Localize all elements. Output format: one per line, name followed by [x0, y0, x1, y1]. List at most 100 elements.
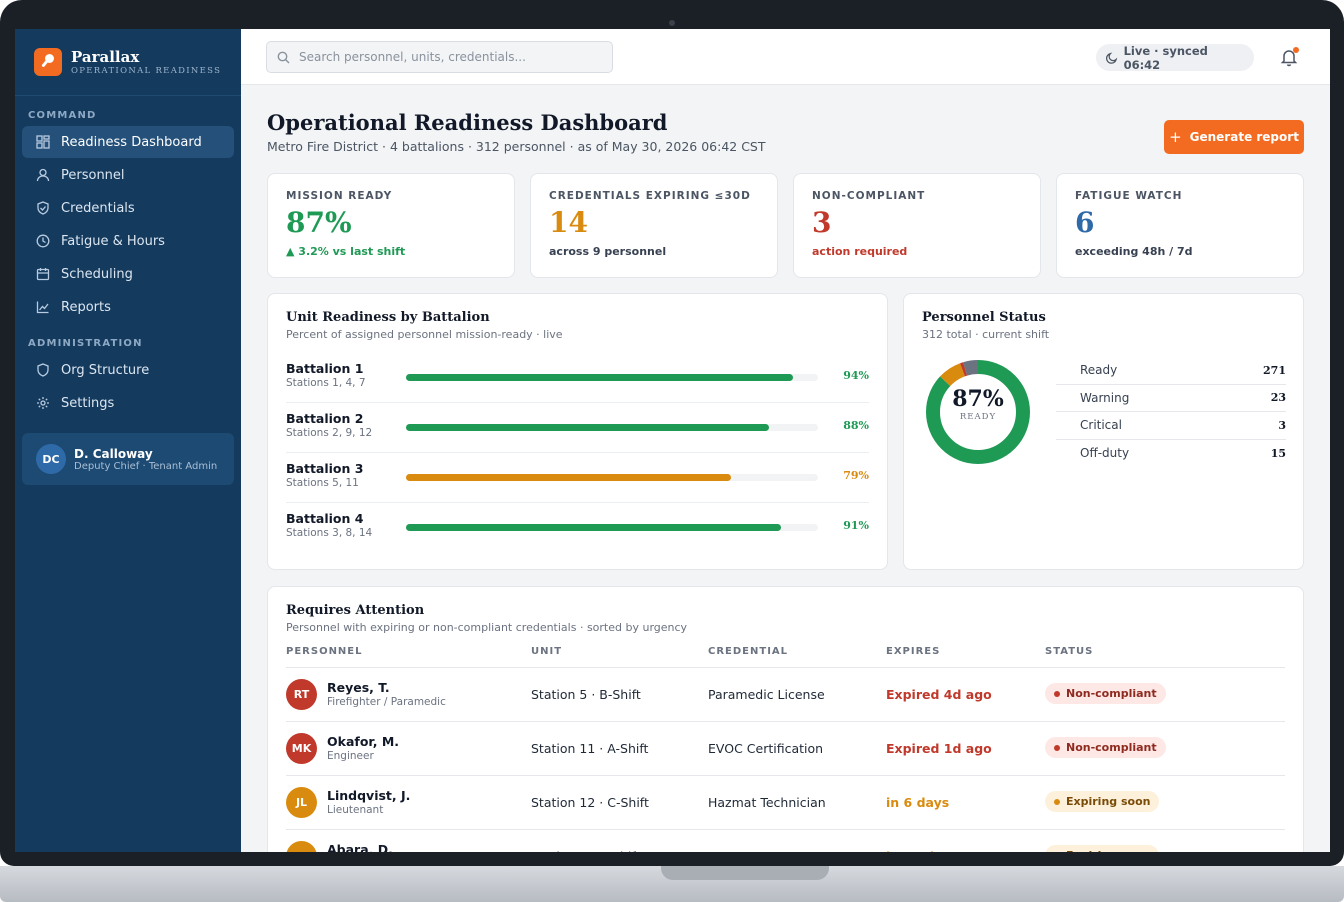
sidebar-item-org-structure[interactable]: Org Structure [22, 354, 234, 386]
readiness-bar-fill [406, 524, 781, 531]
kpi-mission-ready[interactable]: MISSION READY 87% ▲ 3.2% vs last shift [267, 173, 515, 278]
legend-count: 15 [1270, 446, 1286, 460]
legend-row-ready[interactable]: Ready 271 [1056, 357, 1286, 385]
sidebar-item-personnel[interactable]: Personnel [22, 159, 234, 191]
kpi-fatigue-watch[interactable]: FATIGUE WATCH 6 exceeding 48h / 7d [1056, 173, 1304, 278]
sidebar-item-label: Settings [61, 395, 115, 411]
donut-segment-off-duty[interactable] [926, 360, 1030, 464]
search-input[interactable] [299, 50, 599, 64]
bell-icon[interactable] [1279, 47, 1299, 67]
sidebar-item-label: Credentials [61, 200, 135, 216]
kpi-footnote: ▲ 3.2% vs last shift [286, 245, 406, 258]
generate-report-button[interactable]: + Generate report [1164, 120, 1304, 154]
sidebar-item-readiness-dashboard[interactable]: Readiness Dashboard [22, 126, 234, 158]
battalion-row[interactable]: Battalion 2 Stations 2, 9, 12 88% [286, 403, 869, 453]
legend-row-warning[interactable]: Warning 23 [1056, 385, 1286, 412]
status-legend: Ready 271 Warning 23 Critical 3 Off-duty… [1056, 357, 1286, 467]
sidebar-item-reports[interactable]: Reports [22, 291, 234, 323]
personnel-role: Engineer [327, 750, 374, 762]
legend-label: Critical [1080, 418, 1122, 433]
personnel-role: Firefighter / Paramedic [327, 696, 446, 708]
sidebar-item-credentials[interactable]: Credentials [22, 192, 234, 224]
table-row[interactable]: JL Lindqvist, J. Lieutenant Station 12 · C-… [286, 776, 1285, 830]
personnel-name[interactable]: Lindqvist, J. [327, 788, 411, 803]
search-box[interactable] [266, 41, 613, 73]
shield-icon [37, 363, 49, 377]
credential-cell: EVOC Certification [708, 741, 824, 756]
requires-attention-subtitle: Personnel with expiring or non-compliant… [286, 621, 688, 634]
unit-cell: Station 8 · A-Shift [531, 849, 641, 852]
gear-icon [37, 397, 49, 409]
legend-label: Warning [1080, 390, 1130, 405]
requires-attention-title: Requires Attention [286, 603, 425, 618]
sidebar-item-label: Personnel [61, 167, 125, 183]
table-row[interactable]: DAAbara, D.FirefighterStation 8 · A-Shif… [286, 830, 1285, 852]
legend-count: 23 [1270, 391, 1286, 405]
readiness-bar-track [406, 424, 818, 431]
battalion-name: Battalion 1 [286, 361, 364, 376]
shield-check-icon [37, 201, 49, 215]
legend-label: Ready [1080, 363, 1118, 378]
page-subtitle: Metro Fire District · 4 battalions · 312… [267, 139, 766, 154]
brand[interactable]: Parallax OPERATIONAL READINESS [15, 29, 241, 96]
battalion-row[interactable]: Battalion 4 Stations 3, 8, 14 91% [286, 503, 869, 553]
kpi-label: FATIGUE WATCH [1075, 190, 1183, 202]
battalion-name: Battalion 4 [286, 511, 364, 526]
kpi-credentials-expiring[interactable]: CREDENTIALS EXPIRING ≤30D 14 across 9 pe… [530, 173, 778, 278]
readiness-bar-fill [406, 474, 732, 481]
legend-row-critical[interactable]: Critical 3 [1056, 412, 1286, 440]
credential-cell: Paramedic License [708, 687, 825, 702]
table-row[interactable]: RT Reyes, T. Firefighter / Paramedic Statio… [286, 668, 1285, 722]
topbar: Live · synced 06:42 [241, 29, 1330, 85]
column-header-credential[interactable]: CREDENTIAL [708, 646, 789, 657]
table-row[interactable]: MK Okafor, M. Engineer Station 11 · A-Shift… [286, 722, 1285, 776]
kpi-footnote: exceeding 48h / 7d [1075, 245, 1193, 258]
personnel-role: Lieutenant [327, 804, 384, 816]
sidebar-item-scheduling[interactable]: Scheduling [22, 258, 234, 290]
column-header-status[interactable]: STATUS [1045, 646, 1094, 657]
nav-section-command: COMMAND [28, 110, 97, 121]
expires-cell: Expired 1d ago [886, 741, 992, 756]
live-sync-status[interactable]: Live · synced 06:42 [1096, 43, 1254, 72]
personnel-name[interactable]: Okafor, M. [327, 734, 400, 749]
readiness-percent: 91% [843, 519, 869, 532]
column-header-personnel[interactable]: PERSONNEL [286, 646, 363, 657]
user-icon [36, 168, 50, 182]
kpi-value: 87% [286, 206, 352, 239]
sidebar-item-settings[interactable]: Settings [22, 387, 234, 419]
unit-readiness-panel: Unit Readiness by Battalion Percent of a… [267, 293, 888, 570]
sidebar-item-label: Scheduling [61, 266, 133, 282]
readiness-bar-track [406, 374, 818, 381]
status-badge-label: Expiring soon [1066, 849, 1150, 852]
battalion-name: Battalion 3 [286, 461, 364, 476]
clock-icon [36, 234, 50, 248]
kpi-value: 6 [1075, 206, 1095, 239]
user-card[interactable]: DC D. Calloway Deputy Chief · Tenant Adm… [22, 433, 234, 485]
sidebar-item-fatigue-hours[interactable]: Fatigue & Hours [22, 225, 234, 257]
kpi-non-compliant[interactable]: NON-COMPLIANT 3 action required [793, 173, 1041, 278]
credential-cell: CPR / BLS [708, 849, 769, 852]
status-badge: Non-compliant [1045, 683, 1166, 704]
battalion-row[interactable]: Battalion 1 Stations 1, 4, 7 94% [286, 353, 869, 403]
expires-cell: Expired 4d ago [886, 687, 992, 702]
unit-cell: Station 11 · A-Shift [531, 741, 649, 756]
readiness-bar-fill [406, 374, 794, 381]
legend-row-off-duty[interactable]: Off-duty 15 [1056, 440, 1286, 468]
readiness-percent: 94% [843, 369, 869, 382]
generate-report-label: Generate report [1189, 130, 1299, 144]
column-header-expires[interactable]: EXPIRES [886, 646, 941, 657]
brand-tagline: OPERATIONAL READINESS [71, 65, 222, 76]
donut-svg [926, 360, 1030, 464]
column-header-unit[interactable]: UNIT [531, 646, 563, 657]
donut-center: 87% READY [922, 386, 1034, 422]
personnel-name[interactable]: Abara, D. [327, 842, 393, 852]
battalion-row[interactable]: Battalion 3 Stations 5, 11 79% [286, 453, 869, 503]
live-status-text: Live · synced 06:42 [1123, 43, 1208, 72]
plus-icon: + [1169, 128, 1182, 146]
personnel-avatar: MK [286, 733, 317, 764]
kpi-footnote: across 9 personnel [549, 245, 667, 258]
personnel-name[interactable]: Reyes, T. [327, 680, 390, 695]
personnel-avatar: RT [286, 679, 317, 710]
search-icon [277, 51, 290, 63]
personnel-donut-chart[interactable]: 87% READY [922, 356, 1034, 468]
